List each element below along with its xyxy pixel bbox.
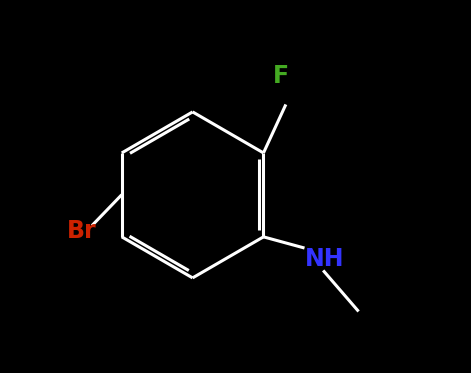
Text: F: F <box>273 65 289 88</box>
Text: Br: Br <box>67 219 97 243</box>
Text: NH: NH <box>305 247 344 271</box>
